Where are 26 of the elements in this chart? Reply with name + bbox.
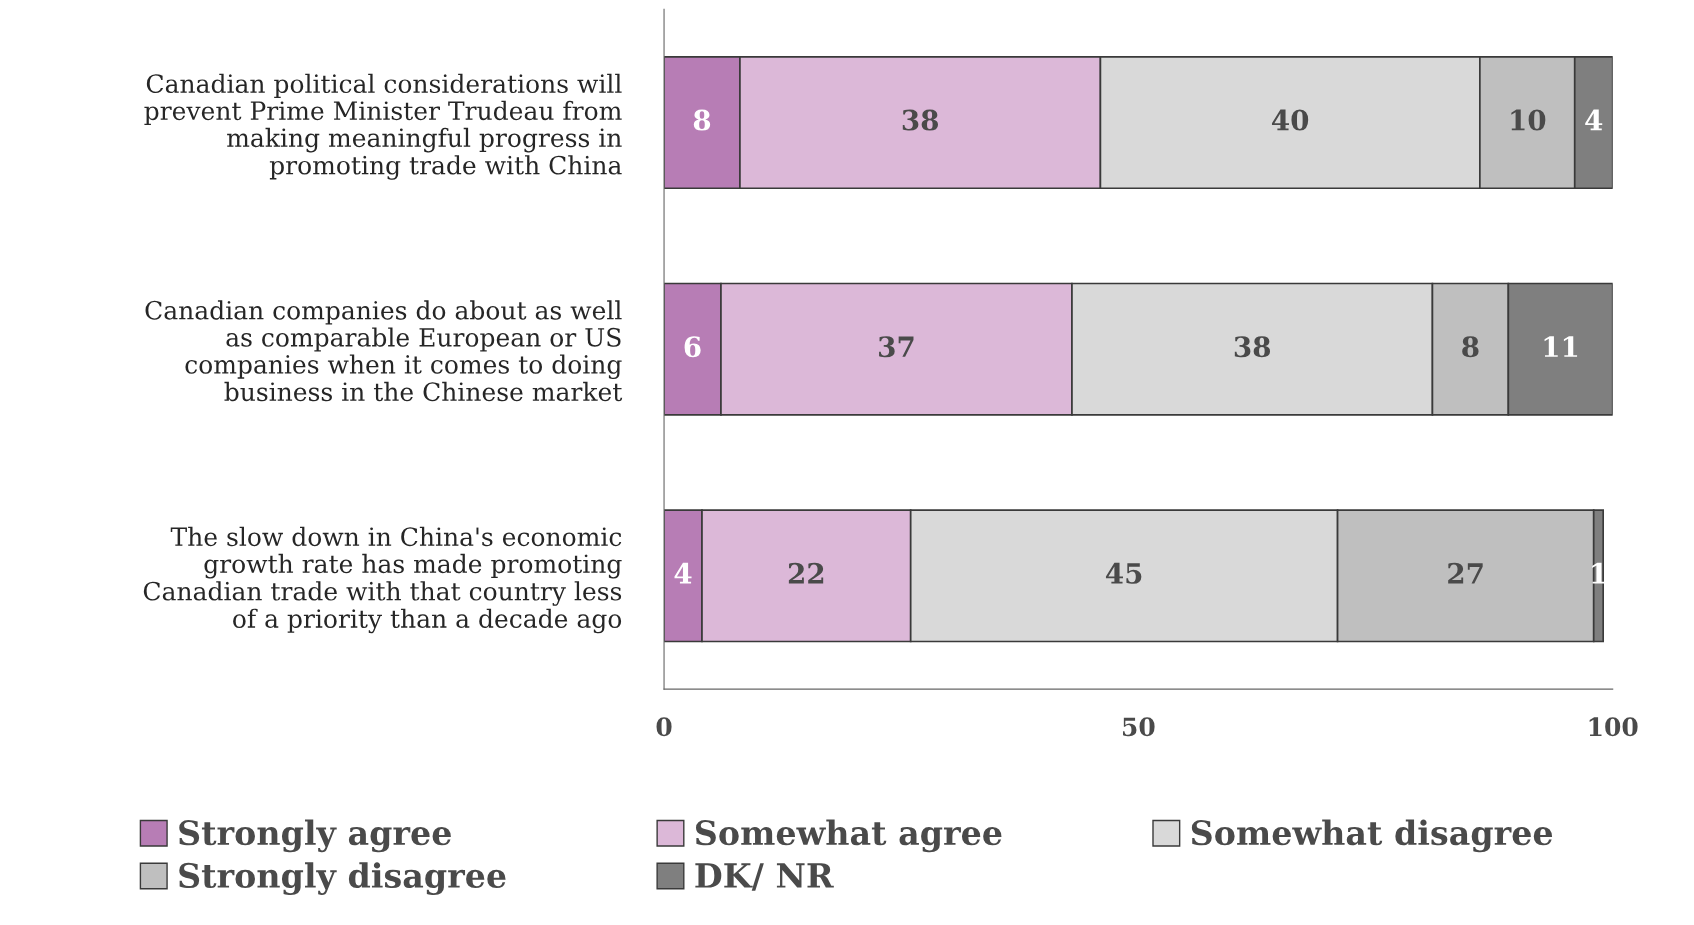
data-label: 22 <box>788 562 824 584</box>
data-label: 8 <box>693 109 711 131</box>
x-tick-label: 100 <box>1589 717 1638 737</box>
data-label: 4 <box>674 562 692 584</box>
x-tick-label: 0 <box>656 717 672 737</box>
data-label: 40 <box>1271 109 1309 131</box>
y-tick-label: Canadian political considerations will prevent Prime Minister Trudeau from making meaningful progress in promoting trade with China <box>144 73 622 180</box>
x-tick-label: 50 <box>1123 717 1155 737</box>
data-label: 45 <box>1105 562 1142 584</box>
data-label: 8 <box>1462 336 1479 358</box>
data-label: 37 <box>879 336 914 358</box>
legend-label: Somewhat agree <box>696 819 1002 853</box>
legend-label: Strongly agree <box>179 819 451 853</box>
data-label: 38 <box>1234 336 1271 358</box>
data-label: 1 <box>1592 562 1606 584</box>
data-label: 27 <box>1448 562 1483 584</box>
legend-label: Strongly disagree <box>179 862 506 895</box>
legend-label: DK/ NR <box>695 863 834 891</box>
y-tick-label: Canadian companies do about as well as comparable European or US companies when it comes to doing business in the Chinese market <box>145 300 623 402</box>
data-label: 10 <box>1511 109 1546 131</box>
data-label: 6 <box>684 336 701 358</box>
data-label: 11 <box>1544 336 1578 357</box>
data-label: 38 <box>902 109 939 131</box>
data-label: 4 <box>1585 109 1603 131</box>
y-tick-label: The slow down in China's economic growth rate has made promoting Canadian trade with that country less of a priority than a decade ago <box>143 526 622 634</box>
legend-label: Somewhat disagree <box>1191 819 1553 853</box>
